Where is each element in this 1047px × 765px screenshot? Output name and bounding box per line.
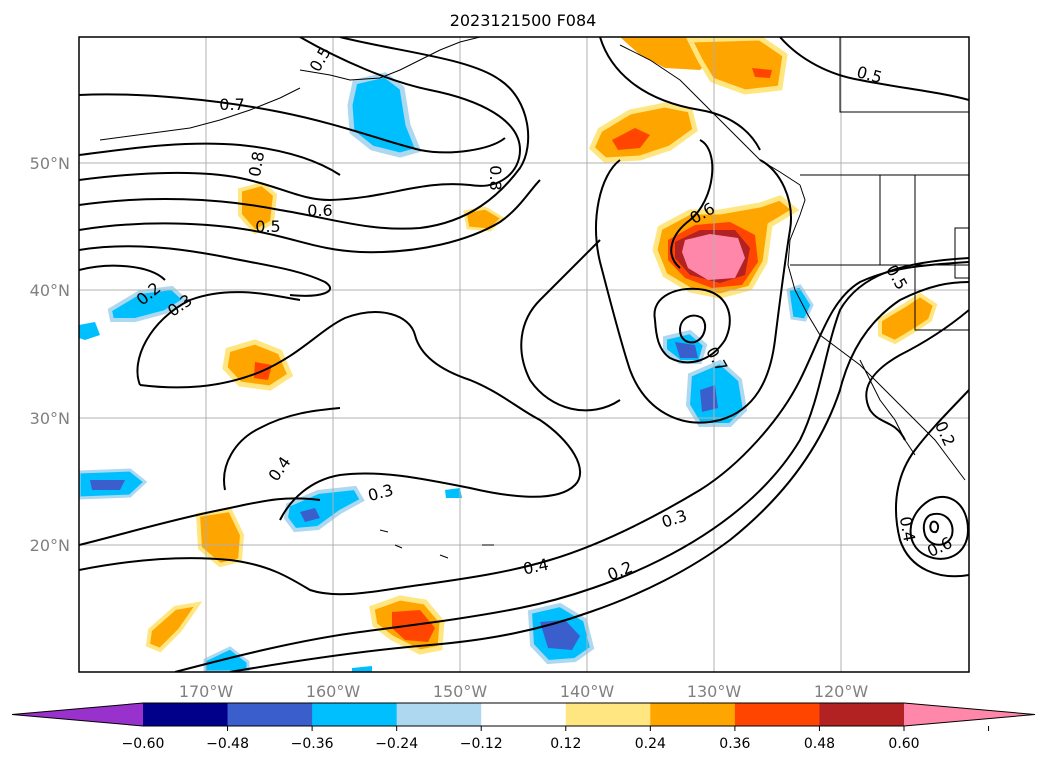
colorbar-segment bbox=[227, 703, 313, 726]
colorbar-tick-label: 0.48 bbox=[804, 736, 835, 752]
positive-anomaly-blob bbox=[752, 68, 772, 78]
colorbar-segment bbox=[565, 703, 651, 726]
lat-tick-label: 30°N bbox=[30, 409, 70, 428]
positive-anomaly-blob bbox=[145, 601, 203, 653]
positive-anomaly-blob bbox=[612, 128, 650, 150]
lat-tick-label: 40°N bbox=[30, 281, 70, 300]
colorbar-segment bbox=[650, 703, 736, 726]
contour-label: 0.4 bbox=[521, 555, 550, 579]
colorbar-extend-high bbox=[904, 703, 1035, 726]
alaska-panhandle bbox=[619, 44, 801, 186]
lon-tick-label: 140°W bbox=[560, 682, 615, 701]
lat-tick-label: 50°N bbox=[30, 154, 70, 173]
coastlines bbox=[99, 37, 969, 559]
contour-label: 0.5 bbox=[255, 217, 280, 236]
baja-california bbox=[859, 359, 916, 456]
colorbar-tick-label: 0.60 bbox=[888, 736, 919, 752]
contour-label: 0.6 bbox=[307, 201, 332, 220]
negative-anomaly-blob bbox=[445, 488, 462, 498]
north-america-coast bbox=[787, 184, 966, 481]
lon-tick-label: 120°W bbox=[814, 682, 869, 701]
negative-anomaly-blob bbox=[90, 480, 125, 490]
gridlines bbox=[79, 37, 969, 672]
colorbar-segment bbox=[143, 703, 229, 726]
negative-anomaly-blob bbox=[203, 646, 250, 672]
positive-anomaly-blob bbox=[878, 292, 938, 345]
plot-title: 2023121500 F084 bbox=[450, 11, 597, 30]
colorbar-tick-label: −0.60 bbox=[122, 736, 165, 752]
colorbar-extend-low bbox=[12, 703, 143, 726]
contour-label: 0.7 bbox=[219, 95, 244, 114]
colorbar-tick-label: −0.12 bbox=[460, 736, 503, 752]
contour-label: 0.8 bbox=[245, 150, 268, 178]
colorbar-outline bbox=[11, 702, 1036, 727]
contour-label: 0.4 bbox=[896, 515, 919, 543]
longitude-labels: 170°W 160°W 150°W 140°W 130°W 120°W bbox=[179, 682, 869, 701]
positive-anomaly-blob bbox=[195, 507, 245, 568]
colorbar: −0.60 −0.48 −0.36 −0.24 −0.12 0.12 0.24 0.36 0.4… bbox=[11, 702, 1036, 752]
map-frame bbox=[78, 36, 970, 673]
state-borders bbox=[790, 37, 969, 331]
colorbar-segment bbox=[312, 703, 398, 726]
positive-anomaly-blob bbox=[392, 610, 435, 642]
colorbar-tick-label: −0.48 bbox=[206, 736, 249, 752]
negative-anomaly-blob bbox=[79, 322, 100, 340]
colorbar-tick-label: 0.36 bbox=[719, 736, 750, 752]
colorbar-segment bbox=[396, 703, 482, 726]
colorbar-segment bbox=[734, 703, 820, 726]
negative-anomaly-blob bbox=[107, 285, 189, 322]
map-panel: 0.7 0.8 0.5 0.6 0.5 0.8 0.6 0.2 0.3 0.4 … bbox=[78, 36, 970, 673]
colorbar-tick-label: 0.24 bbox=[635, 736, 666, 752]
contour-label: 0.8 bbox=[486, 165, 505, 190]
lon-tick-label: 150°W bbox=[433, 682, 488, 701]
colorbar-tick-label: −0.24 bbox=[375, 736, 418, 752]
colorbar-tick-label: −0.36 bbox=[291, 736, 334, 752]
alaska-coast bbox=[299, 37, 481, 81]
colorbar-tick-label: 0.12 bbox=[550, 736, 581, 752]
negative-anomaly-blob bbox=[540, 620, 580, 650]
negative-anomaly-blob bbox=[300, 508, 320, 522]
negative-anomaly-blob bbox=[675, 342, 698, 358]
lon-tick-label: 130°W bbox=[687, 682, 742, 701]
colorbar-segment bbox=[481, 703, 567, 726]
aleutian-islands bbox=[99, 87, 301, 141]
negative-anomaly-blob bbox=[352, 666, 372, 672]
lon-tick-label: 160°W bbox=[306, 682, 361, 701]
hawaii-islands bbox=[379, 529, 494, 559]
lat-tick-label: 20°N bbox=[30, 536, 70, 555]
latitude-labels: 50°N 40°N 30°N 20°N bbox=[30, 154, 70, 555]
lon-tick-label: 170°W bbox=[179, 682, 234, 701]
contours bbox=[79, 37, 969, 672]
colorbar-segment bbox=[819, 703, 905, 726]
